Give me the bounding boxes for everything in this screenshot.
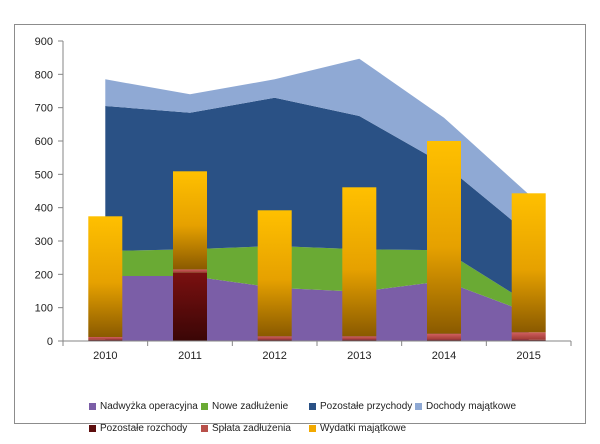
bar-splata-zadluzenia-2013 (342, 336, 377, 340)
y-tick-label-500: 500 (35, 169, 53, 181)
bar-wydatki-majatkowe-2014 (427, 141, 461, 334)
legend-label-nadwyzka: Nadwyżka operacyjna (100, 400, 198, 412)
legend-label-wydatki-majatkowe: Wydatki majątkowe (320, 422, 407, 434)
legend-label-pozostale-rozchody: Pozostałe rozchody (100, 422, 188, 434)
bar-wydatki-majatkowe-2015 (511, 193, 546, 333)
bar-pozostale-rozchody-2010 (88, 339, 123, 341)
legend-swatch-pozostale-rozchody (89, 424, 96, 432)
bar-wydatki-majatkowe-2010 (88, 216, 123, 337)
bar-splata-zadluzenia-2010 (88, 337, 123, 340)
area-dochody-majatkowe (105, 58, 529, 235)
legend-item-pozostale-rozchody: Pozostałe rozchody (89, 421, 187, 435)
bar-wydatki-majatkowe-2013 (342, 187, 377, 337)
x-tick-label-2015: 2015 (516, 350, 540, 362)
legend-item-nadwyzka: Nadwyżka operacyjna (89, 399, 198, 413)
x-tick-label-2013: 2013 (347, 350, 371, 362)
legend-swatch-dochody-majatkowe (415, 402, 422, 410)
bar-pozostale-rozchody-2015 (511, 339, 546, 341)
legend-label-splata-zadluzenia: Spłata zadłużenia (212, 422, 291, 434)
y-tick-label-300: 300 (35, 236, 53, 248)
bar-splata-zadluzenia-2011 (173, 269, 207, 273)
legend-row-2: Pozostałe rozchody Spłata zadłużenia Wyd… (89, 421, 589, 435)
bar-wydatki-majatkowe-2011 (173, 171, 207, 270)
x-tick-label-2012: 2012 (262, 350, 286, 362)
bar-splata-zadluzenia-2012 (257, 336, 292, 340)
legend-swatch-nadwyzka (89, 402, 96, 410)
y-tick-label-900: 900 (35, 36, 53, 48)
legend-swatch-nowe-zadluzenie (201, 402, 208, 410)
y-tick-label-600: 600 (35, 136, 53, 148)
areas-layer (105, 58, 529, 341)
legend-label-pozostale-przychody: Pozostałe przychody (320, 400, 413, 412)
legend-item-wydatki-majatkowe: Wydatki majątkowe (309, 421, 406, 435)
bar-splata-zadluzenia-2015 (511, 332, 546, 340)
legend-swatch-splata-zadluzenia (201, 424, 208, 432)
legend-item-dochody-majatkowe: Dochody majątkowe (415, 399, 516, 413)
legend-label-dochody-majatkowe: Dochody majątkowe (426, 400, 517, 412)
chart-frame: 0 100 200 300 400 500 600 700 800 900 2010 2011 2012… (14, 24, 589, 434)
legend-item-nowe-zadluzenie: Nowe zadłużenie (201, 399, 288, 413)
y-tick-label-0: 0 (47, 336, 53, 348)
legend-swatch-wydatki-majatkowe (309, 424, 316, 432)
axes-layer: 0 100 200 300 400 500 600 700 800 900 2010 2011 2012… (35, 36, 572, 362)
y-tick-label-200: 200 (35, 269, 53, 281)
bars-layer (88, 141, 546, 341)
bar-wydatki-majatkowe-2012 (257, 210, 292, 337)
y-tick-label-800: 800 (35, 69, 53, 81)
area-nowe-zadluzenie (105, 246, 529, 313)
legend-row-1: Nadwyżka operacyjna Nowe zadłużenie Pozo… (89, 399, 589, 413)
bar-pozostale-rozchody-2012 (257, 339, 292, 341)
area-pozostale-przychody (105, 97, 529, 304)
y-tick-label-400: 400 (35, 203, 53, 215)
bar-pozostale-rozchody-2013 (342, 339, 377, 341)
y-tick-label-700: 700 (35, 103, 53, 115)
legend-item-pozostale-przychody: Pozostałe przychody (309, 399, 412, 413)
x-tick-label-2010: 2010 (93, 350, 117, 362)
chart-svg: 0 100 200 300 400 500 600 700 800 900 2010 2011 2012… (35, 36, 572, 362)
bar-pozostale-rozchody-2014 (427, 339, 461, 341)
legend-item-splata-zadluzenia: Spłata zadłużenia (201, 421, 291, 435)
x-tick-label-2011: 2011 (178, 350, 202, 362)
bar-splata-zadluzenia-2014 (427, 333, 461, 340)
legend-label-nowe-zadluzenie: Nowe zadłużenie (212, 400, 289, 412)
legend-swatch-pozostale-przychody (309, 402, 316, 410)
y-tick-label-100: 100 (35, 303, 53, 315)
x-tick-label-2014: 2014 (432, 350, 456, 362)
bar-pozostale-rozchody-2011 (173, 272, 207, 341)
area-nadwyzka-operacyjna (105, 276, 529, 341)
